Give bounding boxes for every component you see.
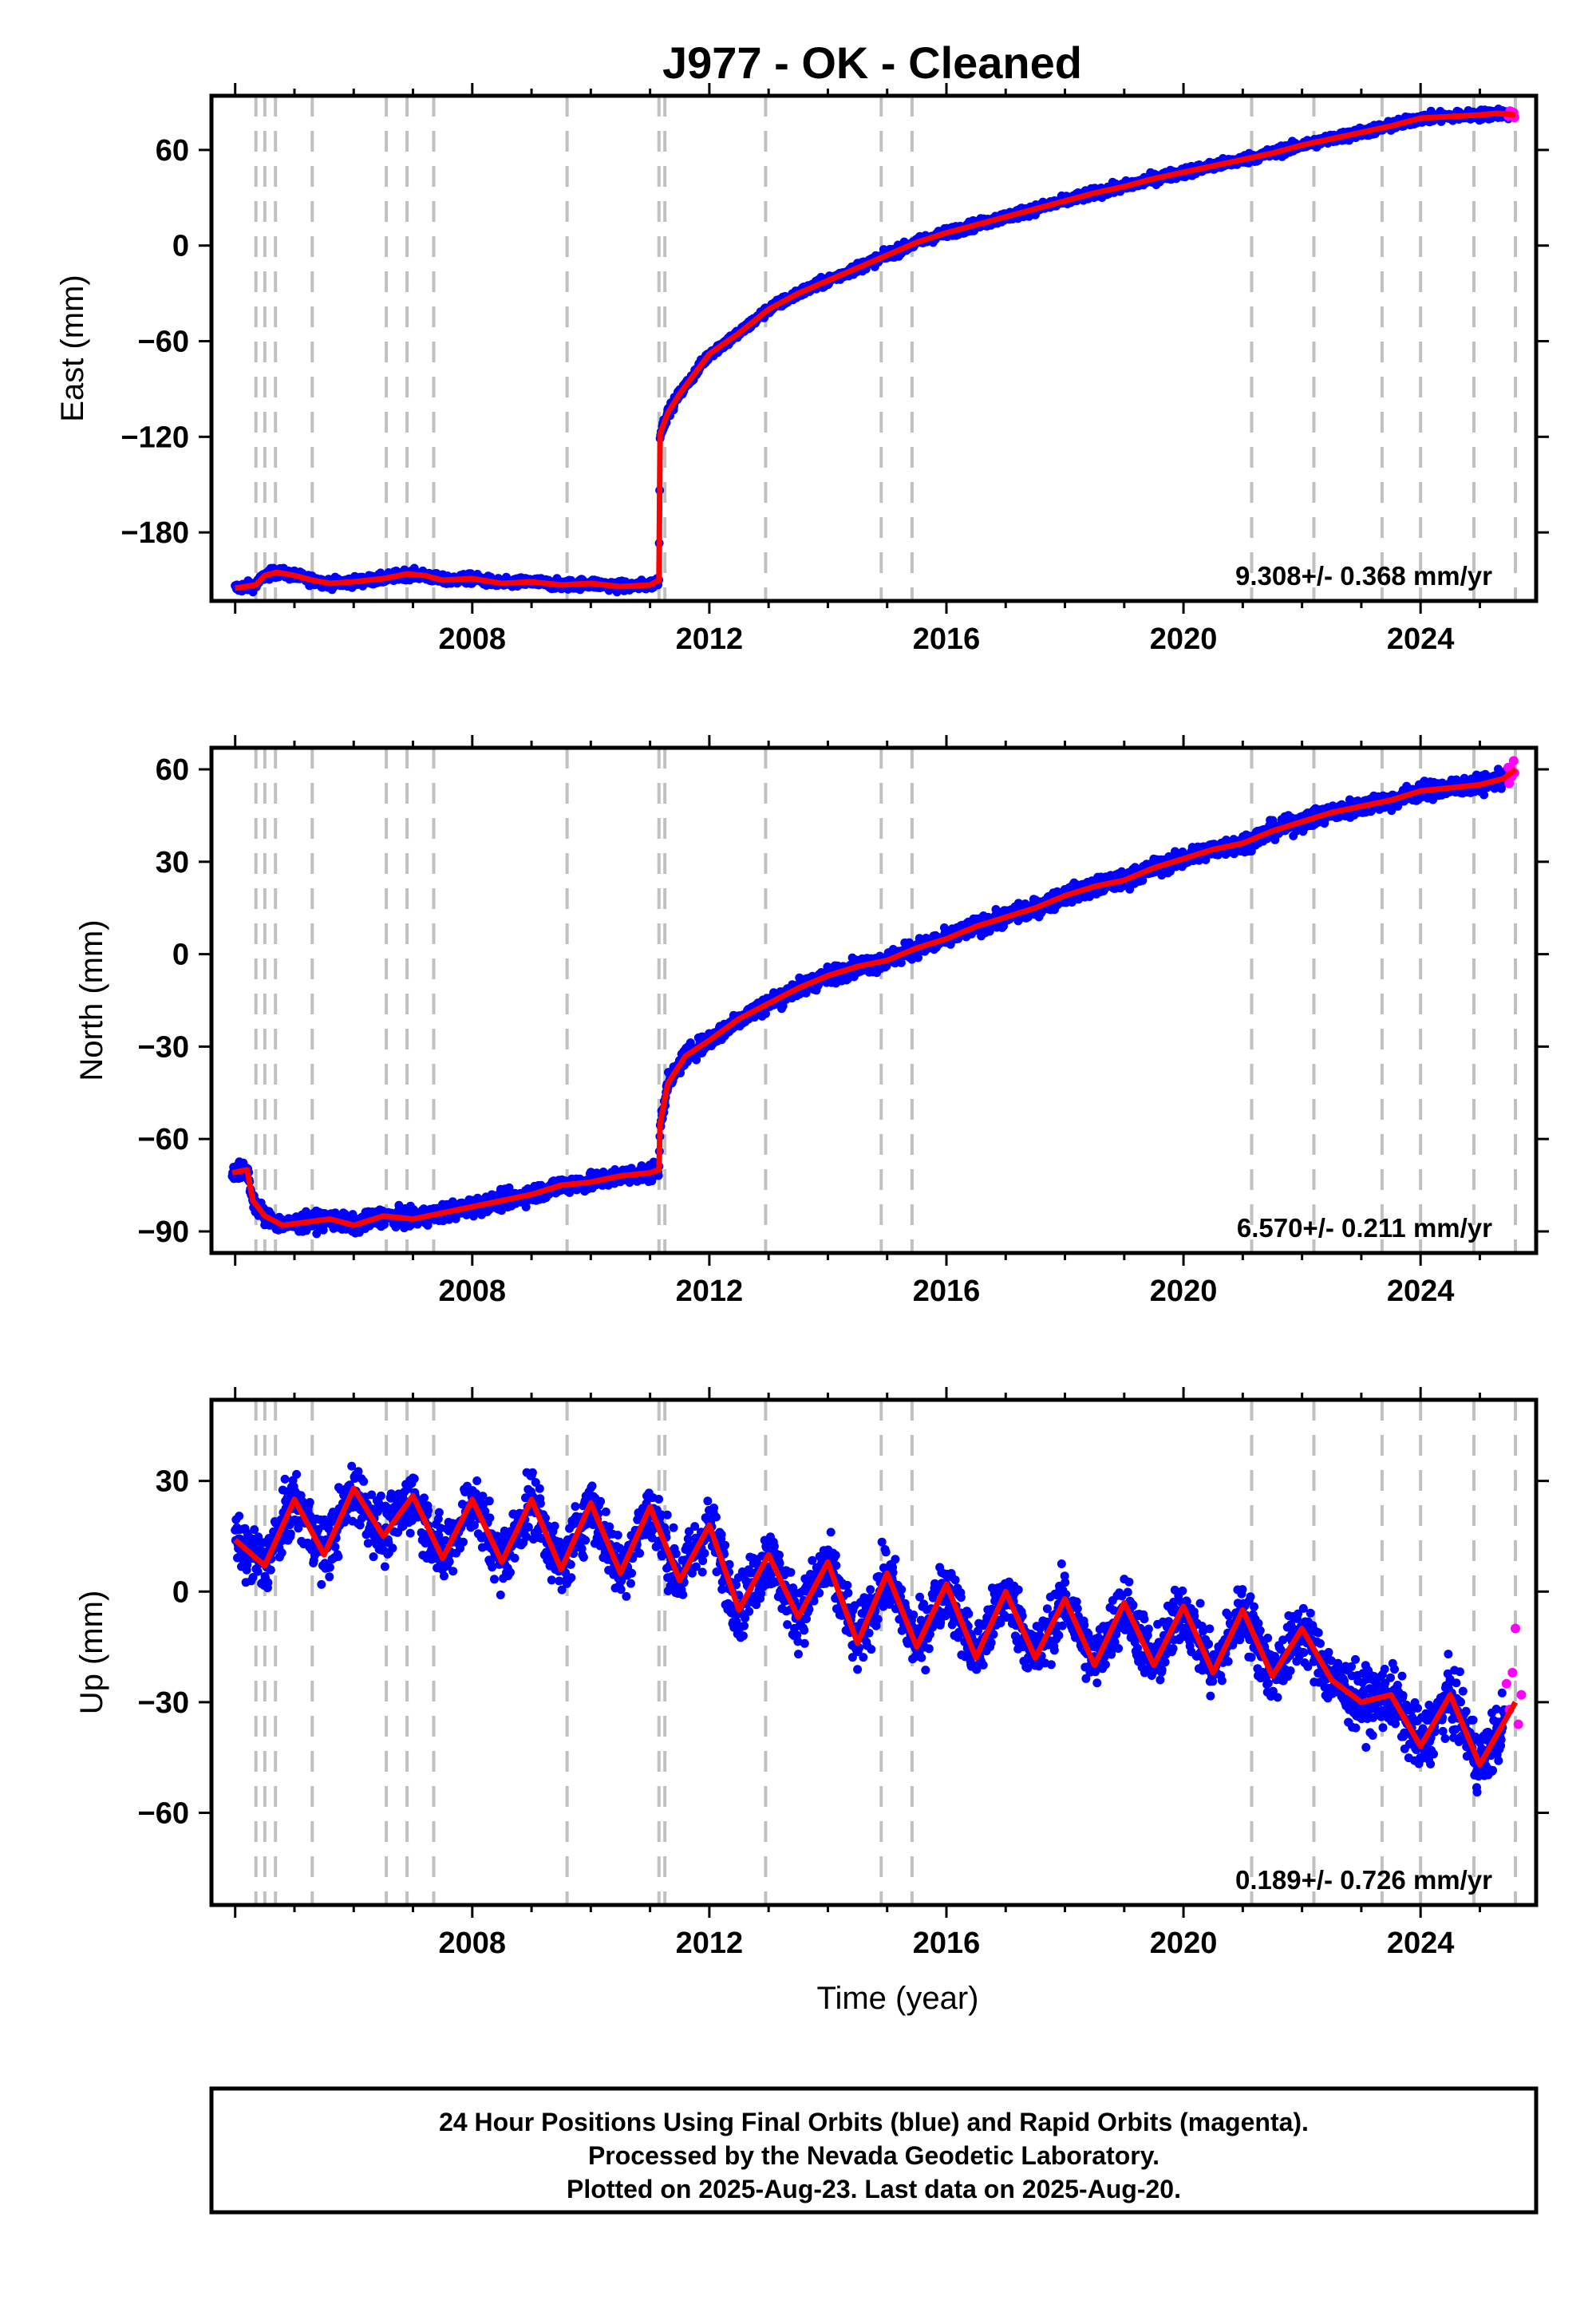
north-panel: 2008 2012 2016 2020 202460300−30−60−90North … xyxy=(74,735,1549,1308)
x-tick-label: 2012 xyxy=(676,622,744,656)
y-tick-label: −180 xyxy=(120,516,189,550)
y-tick-label: −60 xyxy=(138,326,189,359)
y-axis-label: East (mm) xyxy=(55,275,90,421)
y-tick-label: 60 xyxy=(156,134,189,168)
x-tick-label: 2020 xyxy=(1150,622,1218,656)
model-line xyxy=(235,110,1516,591)
final-point xyxy=(521,1202,531,1211)
y-tick-label: −120 xyxy=(120,421,189,454)
observations-final xyxy=(231,105,1513,597)
x-tick-label: 2016 xyxy=(913,622,981,656)
final-point xyxy=(761,1009,770,1018)
x-tick-label: 2024 xyxy=(1387,622,1455,656)
rate-label: 9.308+/- 0.368 mm/yr xyxy=(1235,561,1492,591)
east-panel: 2008 2012 2016 2020 2024 60 0 −60 −120 −180 East (… xyxy=(55,83,1549,656)
final-point xyxy=(896,958,906,967)
figure-title: J977 - OK - Cleaned xyxy=(662,38,1082,88)
y-tick-label: 0 xyxy=(172,230,189,263)
x-tick-label: 2008 xyxy=(439,622,507,656)
plot-frame xyxy=(209,93,1539,603)
observations-final xyxy=(227,765,1513,1239)
final-point xyxy=(1138,875,1148,885)
